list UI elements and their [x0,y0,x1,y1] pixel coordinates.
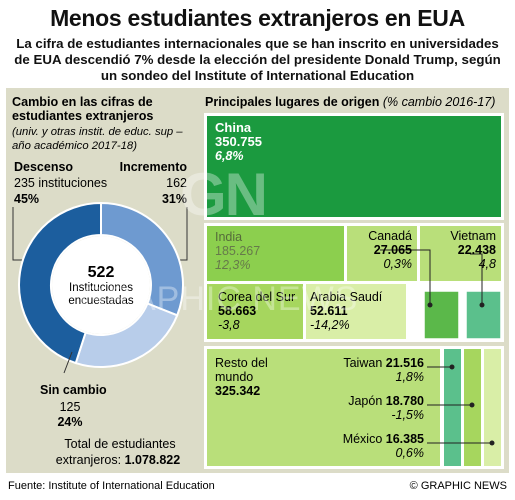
corea-name: Corea del Sur [218,290,296,304]
page-subtitle: La cifra de estudiantes internacionales … [14,36,501,83]
label-india: India 185.267 12,3% [215,230,260,272]
donut-hole [52,236,150,334]
canada-change: 0,3% [383,257,413,271]
descenso-pct: 45% [14,192,40,206]
label-vietnam: Vietnam 22.438 4,8 [424,229,496,271]
label-mexico: México 16.385 0,6% [320,432,424,460]
donut-center-label-1: Instituciones [69,282,133,294]
taiwan-leader-dot [449,364,455,370]
china-change: 6,8% [215,149,244,163]
vietnam-value: 22.438 [457,243,496,257]
total-label-2: extranjeros: [55,453,122,467]
label-resto: Resto del mundo 325.342 [215,356,295,398]
japon-name: Japón [348,394,383,408]
donut-center-label-2: encuestadas [68,295,134,307]
donut-chart [18,201,184,368]
incremento-leader [177,207,188,261]
vietnam-change: 4,8 [478,257,496,271]
mexico-line: México 16.385 [320,432,424,446]
arabia-value: 52.611 [310,304,348,318]
descenso-label: Descenso [14,160,74,174]
label-china: China 350.755 6,8% [215,120,262,164]
resto-name: Resto del mundo [215,356,268,384]
mexico-change: 0,6% [395,446,425,460]
vietnam-leader-dot [479,302,485,308]
label-taiwan: Taiwan 21.516 1,8% [320,356,424,384]
page-title: Menos estudiantes extranjeros en EUA [50,5,465,31]
japon-change: -1,5% [391,408,424,422]
donut-note: (univ. y otras instit. de educ. sup – añ… [12,126,183,152]
source-note: Fuente: Institute of International Educa… [8,480,215,492]
japon-value: 18.780 [385,394,424,408]
donut-slice-incremento [100,201,184,317]
canada-leader [380,249,431,305]
treemap-vietnam-small [465,290,502,340]
treemap-arabia [306,284,406,339]
total-value: 1.078.822 [124,453,181,467]
sin-cambio-pct: 24% [57,415,83,429]
descenso-count: 235 instituciones [14,176,108,190]
treemap-canada [347,226,417,281]
mexico-value: 16.385 [385,432,424,446]
japon-line: Japón 18.780 [320,394,424,408]
mexico-leader-dot [489,440,495,446]
treemap-india [207,226,344,281]
donut-slice-descenso [18,201,102,365]
china-name: China [215,120,252,135]
resto-value: 325.342 [215,384,261,398]
watermark-logo: GN [180,161,268,228]
treemap-japon [464,349,481,466]
taiwan-change: 1,8% [395,370,425,384]
descenso-leader [12,207,25,261]
label-corea: Corea del Sur 58.663 -3,8 [218,290,295,332]
total-label-1: Total de estudiantes [64,437,176,451]
incremento-count: 162 [166,176,187,190]
label-canada: Canadá 27.065 0,3% [350,229,412,271]
india-name: India [215,230,243,244]
canada-value: 27.065 [373,243,412,257]
canada-name: Canadá [368,229,412,243]
japon-leader-dot [469,402,475,408]
treemap-corea [207,284,303,339]
incremento-pct: 31% [161,192,187,206]
sin-cambio-leader [63,351,73,374]
incremento-label: Incremento [119,160,187,174]
vietnam-name: Vietnam [450,229,496,243]
treemap-canada-small [423,290,460,340]
taiwan-value: 21.516 [385,356,424,370]
total-line-2: extranjeros: 1.078.822 [33,453,203,468]
treemap-mexico [484,349,501,466]
taiwan-line: Taiwan 21.516 [320,356,424,370]
treemap-vietnam [420,226,501,281]
credit-note: © GRAPHIC NEWS [409,480,507,492]
vietnam-leader [470,253,483,305]
mexico-name: México [342,432,383,446]
india-change: 12,3% [215,258,251,272]
corea-value: 58.663 [218,304,257,318]
treemap-heading-text: Principales lugares de origen [205,95,380,109]
arabia-name: Arabia Saudí [310,290,383,304]
sin-cambio-label: Sin cambio [40,383,107,397]
treemap-heading: Principales lugares de origen (% cambio … [205,95,495,109]
corea-change: -3,8 [218,318,240,332]
sin-cambio-count: 125 [59,400,81,414]
arabia-change: -14,2% [310,318,350,332]
india-value: 185.267 [215,244,261,258]
treemap-taiwan [444,349,461,466]
donut-center-value: 522 [87,264,115,281]
china-value: 350.755 [215,134,262,149]
watermark-text: GRAPHIC NEWS [80,280,359,318]
donut-heading: Cambio en las cifras de estudiantes extr… [12,95,154,123]
taiwan-name: Taiwan [343,356,383,370]
treemap-resto [207,349,440,466]
treemap-china [207,116,501,217]
label-arabia: Arabia Saudí 52.611 -14,2% [310,290,382,332]
label-japon: Japón 18.780 -1,5% [320,394,424,422]
canada-leader-dot [427,302,433,308]
treemap-heading-note: (% cambio 2016-17) [382,95,496,109]
